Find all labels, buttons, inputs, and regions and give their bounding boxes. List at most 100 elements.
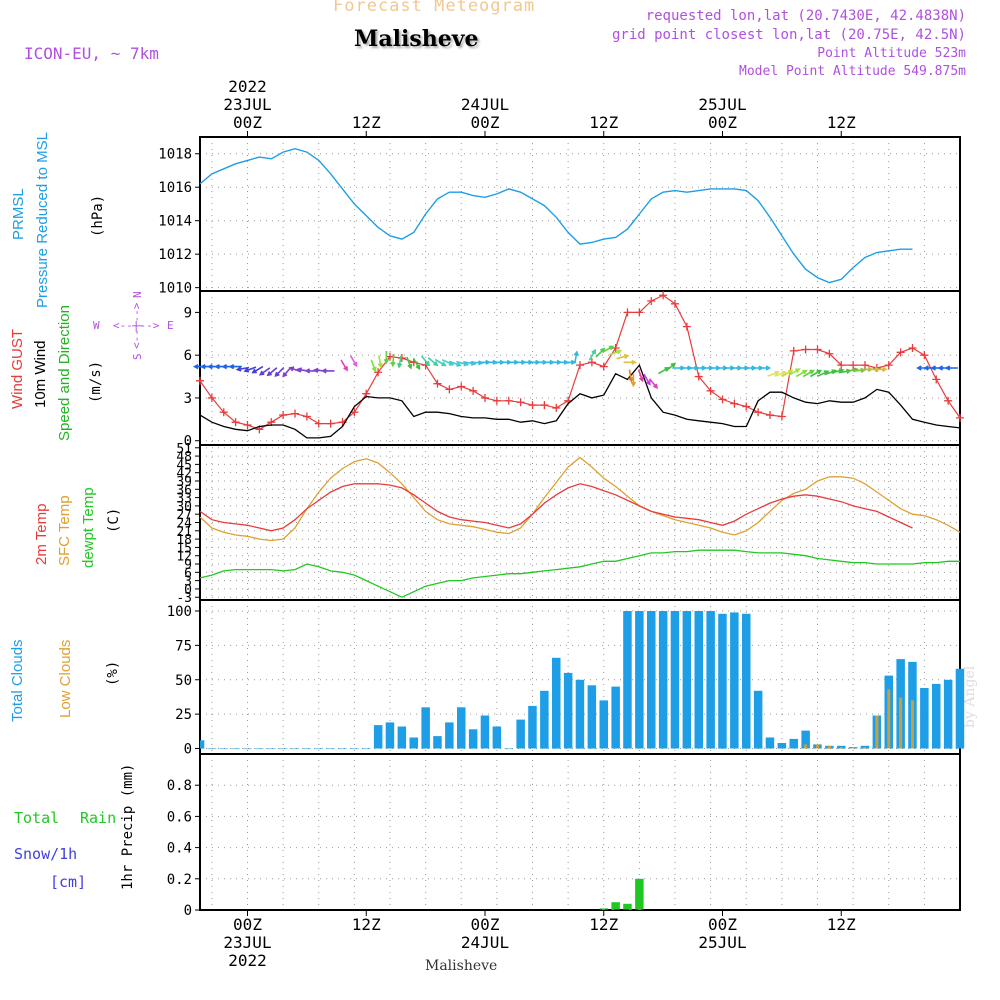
- pressure-panel-frame: [199, 136, 961, 292]
- wind-direction-arrow: [406, 356, 413, 370]
- forecast-meteogram-title: Forecast Meteogram: [333, 0, 536, 16]
- compass-w: W: [93, 319, 100, 332]
- total-cloud-bar: [207, 748, 217, 750]
- wind-direction-arrow: [377, 355, 383, 369]
- total-cloud-bar: [670, 611, 680, 749]
- gust-marker: [481, 393, 489, 402]
- wind-direction-arrow: [781, 369, 794, 378]
- wind-direction-arrow: [282, 366, 292, 378]
- wind-direction-arrow: [573, 350, 579, 364]
- snow-label: Snow/1h: [14, 845, 78, 863]
- wind-direction-arrow: [788, 368, 801, 376]
- gust-marker: [884, 361, 893, 370]
- wind-direction-arrow: [595, 347, 606, 358]
- total-cloud-bar: [920, 688, 929, 749]
- low-cloud-bar: [827, 745, 831, 749]
- compass-we-arrows: <--|-->: [113, 319, 160, 332]
- temp-ytick-label: 21: [176, 525, 192, 540]
- total-cloud-bar: [302, 748, 312, 750]
- temp-ytick-label: 24: [176, 517, 192, 532]
- precip-ytick-label: 0.4: [167, 841, 192, 857]
- gust-marker: [849, 361, 858, 370]
- clouds-ytick-label: 50: [175, 673, 192, 689]
- total-cloud-bar: [742, 613, 751, 749]
- rain-bar: [623, 903, 632, 910]
- gust-marker: [445, 385, 454, 394]
- wind-direction-arrow: [321, 368, 335, 374]
- top-time-label: 00Z: [233, 113, 262, 132]
- gust-marker: [219, 408, 228, 417]
- wind-direction-arrow: [383, 351, 390, 365]
- bottom-time-label: 24JUL: [461, 933, 509, 952]
- gust-marker: [837, 361, 846, 370]
- bottom-time-label: 23JUL: [223, 933, 271, 952]
- total-cloud-bar: [504, 748, 513, 750]
- total-cloud-bar: [278, 748, 288, 750]
- total-cloud-bar: [267, 748, 276, 750]
- temp-ytick-label: 33: [176, 492, 192, 507]
- precip-ytick-label: 0: [184, 903, 192, 919]
- low-cloud-bar: [839, 747, 843, 749]
- total-cloud-bar: [955, 668, 965, 749]
- compass-e: E: [167, 319, 174, 332]
- temp-ytick-label: 0: [184, 583, 192, 598]
- snow-cm-label: [cm]: [50, 873, 87, 891]
- total-cloud-bar: [718, 613, 727, 749]
- gust-marker: [504, 396, 513, 405]
- total-cloud-bar: [552, 657, 561, 749]
- wind-direction-arrow: [588, 348, 597, 361]
- rain-bar: [635, 878, 644, 910]
- temp-ytick-label: 36: [176, 483, 192, 498]
- model-label: ICON-EU, ~ 7km: [24, 44, 159, 63]
- total-cloud-bar: [409, 737, 418, 749]
- gust-marker: [801, 345, 810, 354]
- gust-marker: [944, 396, 953, 405]
- gust-marker: [706, 386, 715, 395]
- total-cloud-bar: [694, 611, 703, 749]
- total-cloud-bar: [730, 612, 739, 749]
- gust-marker: [314, 419, 323, 428]
- wind-ytick-label: 3: [184, 391, 192, 407]
- rain-bar: [599, 908, 608, 910]
- wind-direction-arrow: [266, 367, 278, 377]
- bottom-location: Malisheve: [425, 958, 498, 974]
- wind-direction-arrow: [795, 369, 808, 378]
- pressure-ytick-label: 1014: [158, 214, 192, 230]
- total-cloud-bar: [362, 748, 371, 750]
- gust-marker: [742, 402, 751, 411]
- gust-marker: [754, 408, 763, 417]
- gust-marker: [611, 344, 620, 353]
- grid-point-coords: grid point closest lon,lat (20.75E, 42.5…: [611, 27, 966, 43]
- gust-marker: [956, 413, 964, 422]
- temp-ytick-label: 6: [184, 566, 192, 581]
- total-cloud-bar: [801, 730, 810, 749]
- wind-speed-line: [199, 363, 961, 439]
- total-cloud-bar: [421, 707, 430, 749]
- wind-direction-arrow: [349, 355, 358, 368]
- gust-marker: [789, 346, 798, 355]
- low-cloud-bar: [804, 744, 808, 749]
- total-cloud-bar: [599, 700, 608, 749]
- gust-marker: [386, 352, 394, 361]
- low-cloud-bar: [911, 700, 914, 749]
- rain-bar: [611, 902, 620, 910]
- total-cloud-bar: [200, 740, 205, 749]
- total-cloud-bar: [635, 611, 644, 749]
- temp-ytick-label: 30: [176, 500, 192, 515]
- top-time-label: 12Z: [589, 113, 618, 132]
- top-time-label: 12Z: [827, 113, 856, 132]
- total-cloud-bar: [658, 611, 668, 749]
- gust-marker: [659, 291, 668, 300]
- gust-marker: [825, 349, 834, 358]
- wind-direction-arrow: [757, 365, 772, 371]
- total-cloud-bar: [492, 726, 502, 749]
- wind-direction-arrow: [874, 366, 888, 373]
- total-cloud-bar: [385, 722, 395, 749]
- wind-direction-arrow: [630, 373, 637, 388]
- total-cloud-bar: [540, 690, 549, 749]
- temp-ytick-label: 39: [176, 475, 192, 490]
- temp-ytick-label: 18: [176, 533, 192, 548]
- total-cloud-bar: [753, 690, 763, 749]
- total-cloud-bar: [457, 707, 466, 749]
- precip-ytick-label: 0.6: [167, 809, 192, 825]
